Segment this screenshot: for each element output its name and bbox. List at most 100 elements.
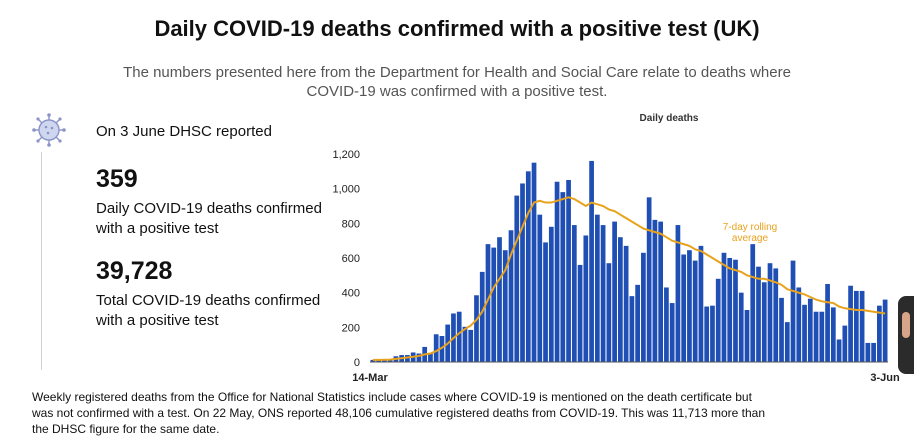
bar [842,325,848,362]
total-deaths-label: Total COVID-19 deaths confirmed with a p… [96,292,321,329]
bar [865,342,871,362]
bar [796,287,802,362]
bar [416,353,422,362]
bar [589,160,594,362]
bar [756,266,761,362]
bar [807,298,813,362]
bar [675,225,681,362]
bar [664,287,669,362]
footnote: Weekly registered deaths from the Office… [32,390,766,436]
bar [520,183,525,362]
bar [479,271,485,362]
bar [606,263,612,362]
y-tick-label: 400 [342,288,360,300]
y-tick-label: 1,200 [332,149,360,161]
left-divider [41,152,42,370]
bar [836,339,842,362]
annotation-label: 7-day rolling [723,222,777,233]
bar [382,359,387,362]
bar [548,226,554,362]
daily-deaths-chart: Daily deaths 0 200 400 600 800 1,000 1,200 7-day… [332,113,900,384]
chart-title: Daily deaths [640,113,699,124]
bar [387,359,393,362]
bar [577,264,583,362]
bar [646,197,652,362]
page-subtitle: The numbers presented here from the Depa… [123,64,791,100]
bar [802,304,807,362]
y-tick-label: 200 [342,322,360,334]
presenter-hand [902,312,910,338]
bar [779,297,784,362]
y-tick-label: 0 [354,357,360,369]
bar [635,284,640,362]
x-tick-label: 3-Jun [870,372,900,384]
bar [618,237,623,362]
bar [715,278,721,362]
bar [629,296,635,362]
bar [468,329,474,362]
bar [871,342,876,362]
bar [623,245,629,362]
bar [491,247,497,362]
y-tick-label: 1,000 [332,184,360,196]
daily-deaths-label: Daily COVID-19 deaths confirmed with a p… [96,200,322,237]
bar [721,252,727,362]
bar [727,258,733,362]
x-tick-label: 14-Mar [352,372,388,384]
bar [370,359,376,362]
bar [474,295,479,362]
bar [819,311,825,362]
bar [750,244,756,362]
y-tick-label: 800 [342,218,360,230]
bar [790,260,796,362]
bar [692,260,698,362]
bar [571,225,577,362]
bar [761,282,767,362]
page-title: Daily COVID-19 deaths confirmed with a p… [154,16,760,41]
total-deaths-value: 39,728 [96,257,173,285]
bar [560,192,566,362]
bar [594,214,600,362]
bar [531,162,537,362]
bar [405,355,410,362]
bar [433,334,439,362]
bar [641,252,646,362]
bar [830,307,836,362]
virus-icon [32,113,66,147]
bar [462,326,468,362]
bar [554,181,560,362]
y-tick-label: 600 [342,253,360,265]
report-date-label: On 3 June DHSC reported [96,123,272,140]
bar [744,310,750,362]
bar [652,219,658,362]
bar [813,311,819,362]
bar [825,284,830,362]
bar [848,285,853,362]
rolling-average-line [372,196,886,361]
bar [525,171,531,362]
bar [583,235,589,362]
bar [733,259,738,362]
bar [859,290,865,362]
bar [566,180,571,362]
bar [502,250,508,362]
bar [681,254,687,362]
bar [485,244,491,362]
annotation-label: average [732,233,769,244]
bar [773,268,779,362]
bar [767,263,773,362]
bar [658,221,664,362]
bar [456,311,462,362]
bar [877,305,882,362]
bar [710,305,715,362]
bar [612,221,617,362]
bar [497,237,502,362]
bar [428,353,433,362]
bar [687,250,692,362]
bar [537,214,543,362]
bar [439,336,445,362]
bar [514,195,520,362]
bar [853,290,859,362]
bar [704,306,710,362]
bar [882,299,888,362]
